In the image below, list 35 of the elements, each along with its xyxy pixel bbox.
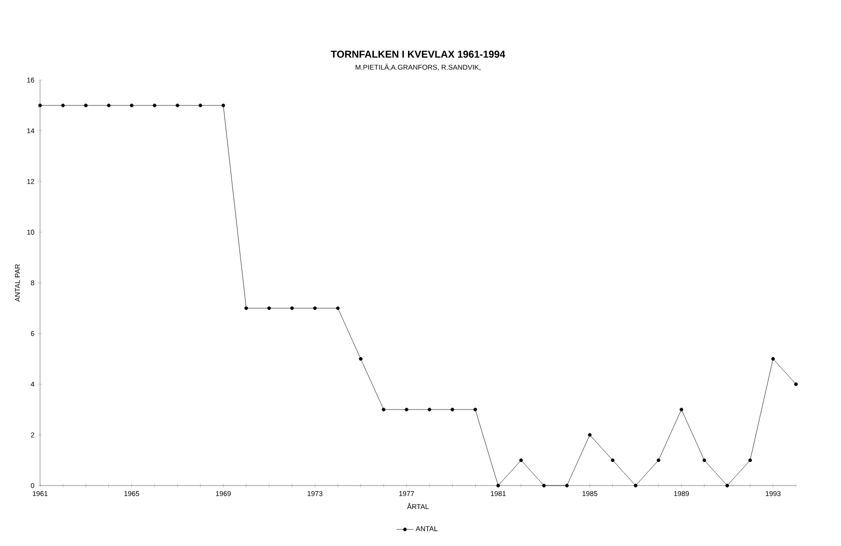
point	[244, 306, 248, 310]
point	[404, 408, 408, 412]
point	[358, 357, 363, 361]
point	[656, 458, 660, 462]
point	[450, 408, 454, 412]
point	[382, 408, 386, 412]
point	[222, 104, 226, 108]
point	[267, 306, 271, 310]
point	[106, 104, 111, 108]
point	[565, 484, 569, 488]
point	[198, 104, 202, 108]
point	[519, 458, 523, 462]
point	[610, 458, 615, 462]
point	[38, 104, 42, 108]
chart-title: TORNFALKEN I KVEVLAX 1961-1994	[330, 50, 506, 58]
point	[748, 458, 752, 462]
point	[634, 484, 638, 488]
point	[588, 433, 592, 437]
point	[84, 104, 88, 108]
point	[428, 408, 432, 412]
point	[680, 408, 684, 412]
point	[152, 104, 156, 108]
point	[290, 306, 294, 310]
point	[336, 306, 340, 310]
point	[725, 484, 730, 488]
point	[313, 306, 317, 310]
point	[473, 408, 478, 412]
point	[542, 484, 546, 488]
point	[61, 104, 65, 108]
point	[176, 104, 180, 108]
point	[496, 484, 500, 488]
point	[794, 382, 798, 386]
point	[702, 458, 706, 462]
point	[130, 104, 134, 108]
point	[771, 357, 775, 361]
